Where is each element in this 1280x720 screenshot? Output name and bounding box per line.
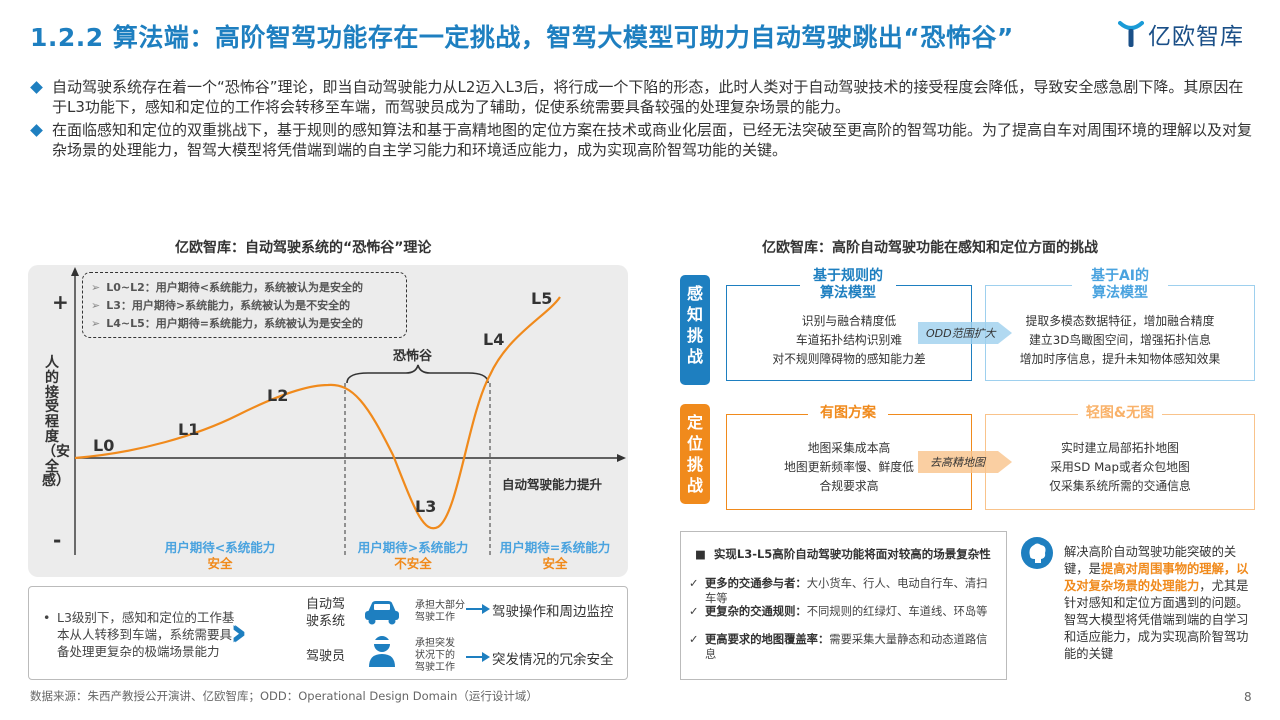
panel-line: 采用SD Map或者众包地图	[1050, 460, 1190, 474]
check-icon: ✓	[689, 577, 699, 590]
left-chart-title: 亿欧智库：自动驾驶系统的“恐怖谷”理论	[175, 240, 432, 256]
panel-line: 仅采集系统所需的交通信息	[1049, 479, 1191, 493]
valley-brace	[346, 364, 489, 384]
connector-arrow-1	[918, 322, 1012, 344]
panel-line: 对不规则障碍物的感知能力差	[772, 352, 926, 366]
tab-perception-label: 感知挑战	[686, 284, 703, 366]
tab-positioning: 定位挑战	[680, 404, 710, 504]
double-chevron-icon: ››	[230, 610, 249, 654]
level-label-l0: L0	[93, 436, 115, 455]
complexity-item: ✓ 更高要求的地图覆盖率：需要采集大量静态和动态道路信息	[689, 633, 988, 661]
panel-line: 合规要求高	[819, 479, 879, 493]
legend-item: ➢ L0~L2：用户期待<系统能力，系统被认为是安全的	[91, 281, 363, 294]
car-icon	[365, 601, 399, 625]
page-title: 1.2.2 算法端：高阶智驾功能存在一定挑战，智驾大模型可助力自动驾驶跳出“恐怖…	[30, 23, 1014, 52]
bullet-2: 在面临感知和定位的双重挑战下，基于规则的感知算法和基于高精地图的定位方案在技术或…	[30, 121, 1255, 160]
complexity-box: ■ 实现L3-L5高阶自动驾驶功能将面对较高的场景复杂性 ✓ 更多的交通参与者：大…	[680, 531, 1007, 680]
result-system: 驾驶操作和周边监控	[492, 604, 614, 620]
result-driver: 突发情况的冗余安全	[492, 652, 614, 668]
y-axis-minus: -	[53, 528, 62, 552]
conclusion-text: 解决高阶自动驾驶功能突破的关键，是提高对周围事物的理解，以及对复杂场景的处理能力…	[1064, 545, 1249, 661]
level-label-l1: L1	[178, 420, 200, 439]
connector-label-1: ODD范围扩大	[926, 327, 996, 340]
zone-label-1: 用户期待<系统能力 安全	[164, 540, 276, 571]
connector-arrow-2	[918, 451, 1012, 473]
check-icon: ✓	[689, 605, 699, 618]
chevron-right-icon: ➢	[91, 281, 101, 294]
arrow-right-icon	[466, 652, 490, 662]
source-note: 数据来源：朱西产教授公开演讲、亿欧智库；ODD：Operational Desi…	[30, 689, 538, 703]
brain-icon	[1021, 537, 1053, 569]
tab-positioning-label: 定位挑战	[686, 413, 703, 495]
level-label-l5: L5	[531, 289, 553, 308]
complexity-item: ✓ 更多的交通参与者：大小货车、行人、电动自行车、清扫车等	[689, 577, 988, 605]
logo-text: 亿欧智库	[1148, 24, 1244, 50]
level-label-l3: L3	[415, 497, 437, 516]
chevron-right-icon: ➢	[91, 299, 101, 312]
x-axis-label: 自动驾驶能力提升	[502, 477, 603, 492]
panel-head-map-based: 有图方案	[808, 405, 888, 422]
task-system: 承担大部分 驾驶工作	[415, 600, 465, 623]
intro-bullets: 自动驾驶系统存在着一个“恐怖谷”理论，即当自动驾驶能力从L2迈入L3后，将行成一…	[30, 78, 1255, 164]
logo: 亿欧智库	[1118, 17, 1244, 51]
logo-icon	[1118, 21, 1144, 47]
bullet-1: 自动驾驶系统存在着一个“恐怖谷”理论，即当自动驾驶能力从L2迈入L3后，将行成一…	[30, 78, 1255, 117]
driver-icon	[369, 636, 395, 667]
panel-line: 识别与融合精度低	[801, 314, 897, 328]
panel-line: 实时建立局部拓扑地图	[1061, 441, 1179, 455]
legend-box: ➢ L0~L2：用户期待<系统能力，系统被认为是安全的 ➢ L3：用户期待>系统能力…	[82, 272, 407, 338]
chevron-right-icon: ➢	[91, 317, 101, 330]
zone-label-3: 用户期待=系统能力 安全	[499, 540, 611, 571]
responsibility-text: L3级别下，感知和定位的工作基 本从人转移到车端，系统需要具 备处理更复杂的极端…	[43, 609, 257, 660]
chart-svg	[71, 267, 626, 555]
panel-line: 地图更新频率慢、鲜度低	[784, 460, 914, 474]
uncanny-valley-chart	[28, 265, 628, 577]
complexity-heading: ■ 实现L3-L5高阶自动驾驶功能将面对较高的场景复杂性	[695, 547, 991, 561]
panel-head-light-map: 轻图&无图	[1078, 405, 1162, 422]
arrow-right-icon	[466, 604, 490, 614]
responsibility-box: L3级别下，感知和定位的工作基 本从人转移到车端，系统需要具 备处理更复杂的极端…	[28, 586, 628, 680]
panel-light-map: 实时建立局部拓扑地图 采用SD Map或者众包地图 仅采集系统所需的交通信息	[985, 414, 1255, 510]
panel-line: 增加时序信息，提升未知物体感知效果	[1019, 352, 1221, 366]
panel-line: 车道拓扑结构识别难	[795, 333, 903, 347]
complexity-item: ✓ 更复杂的交通规则：不同规则的红绿灯、车道线、环岛等	[689, 605, 988, 618]
role-system: 自动驾 驶系统	[306, 597, 346, 629]
task-driver: 承担突发 状况下的 驾驶工作	[415, 638, 455, 673]
x-axis-arrow	[617, 454, 626, 462]
legend-item: ➢ L3：用户期待>系统能力，系统被认为是不安全的	[91, 299, 351, 312]
level-label-l2: L2	[267, 386, 289, 405]
panel-head-rule-based: 基于规则的 算法模型	[800, 268, 896, 302]
panel-head-ai-based: 基于AI的 算法模型	[1072, 268, 1168, 302]
y-axis-arrow	[71, 267, 79, 276]
level-label-l4: L4	[483, 330, 505, 349]
zone-label-2: 用户期待>系统能力 不安全	[357, 540, 469, 571]
right-chart-title: 亿欧智库：高阶自动驾驶功能在感知和定位方面的挑战	[762, 240, 1098, 256]
panel-line: 提取多模态数据特征，增加融合精度	[1025, 314, 1215, 328]
y-axis-plus: +	[52, 290, 69, 314]
panel-line: 地图采集成本高	[807, 441, 891, 455]
page-number: 8	[1244, 690, 1252, 704]
role-driver: 驾驶员	[306, 649, 346, 664]
connector-label-2: 去高精地图	[930, 456, 985, 469]
panel-line: 建立3D鸟瞰图空间，增强拓扑信息	[1029, 333, 1211, 347]
tab-perception: 感知挑战	[680, 275, 710, 385]
valley-label: 恐怖谷	[393, 349, 433, 364]
acceptance-curve	[74, 296, 561, 530]
check-icon: ✓	[689, 633, 699, 646]
legend-item: ➢ L4~L5：用户期待=系统能力，系统被认为是安全的	[91, 317, 363, 330]
y-axis-label: 人的接受程度（安全感）	[42, 355, 70, 490]
